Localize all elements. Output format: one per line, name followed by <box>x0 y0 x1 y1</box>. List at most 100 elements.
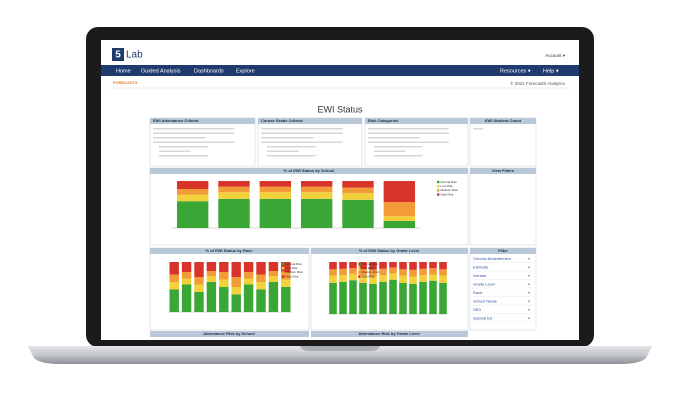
bar-segment <box>379 281 387 314</box>
nav-item[interactable]: Explore <box>236 68 255 74</box>
bar-segment <box>176 201 209 228</box>
bar-segment <box>281 287 291 312</box>
text-line <box>267 146 316 148</box>
legend-swatch <box>282 275 285 278</box>
panel-header <box>258 118 362 124</box>
panel-header <box>470 118 536 124</box>
chart-title: % of EWI Status by Race <box>206 248 254 253</box>
legend-swatch <box>282 267 285 270</box>
bar-segment <box>399 262 407 270</box>
legend-swatch <box>358 271 361 274</box>
bar-segment <box>369 283 377 314</box>
dropdown-caret <box>528 266 530 269</box>
dropdown-caret <box>528 275 530 277</box>
filter-item[interactable]: Ethnicity <box>473 265 488 270</box>
bar-segment <box>300 186 333 193</box>
bar-segment <box>256 274 266 282</box>
text-line <box>374 150 406 152</box>
page-title: EWI Status <box>317 104 363 114</box>
nav-item[interactable]: Resources ▾ <box>500 68 531 74</box>
bar-segment <box>169 282 179 290</box>
bar-segment <box>243 284 254 312</box>
bar-segment <box>219 279 229 287</box>
bar-segment <box>231 277 241 287</box>
text-line <box>267 155 316 157</box>
bar-segment <box>218 198 250 228</box>
dropdown-caret <box>528 258 530 260</box>
bar-segment <box>383 220 416 228</box>
nav-item[interactable]: Home <box>116 68 131 74</box>
text-line <box>267 150 299 152</box>
legend-swatch <box>282 271 285 274</box>
bar-segment <box>300 198 333 228</box>
filter-item[interactable]: SED <box>473 307 481 312</box>
bar-segment <box>389 273 397 280</box>
panel <box>469 167 537 246</box>
bar-segment <box>359 262 367 270</box>
text-line <box>368 141 449 143</box>
bar-segment <box>268 276 279 282</box>
bar-segment <box>169 274 179 282</box>
text-line <box>159 155 208 157</box>
bar-segment <box>409 269 417 277</box>
filter-item[interactable]: Chronic Absenteeism <box>473 256 511 261</box>
dropdown-caret <box>528 317 530 320</box>
text-line <box>368 128 449 130</box>
bar-segment <box>399 269 407 276</box>
bar-segment <box>439 275 447 283</box>
text-line <box>153 141 235 143</box>
filter-item[interactable]: Gender <box>473 273 487 278</box>
bar-segment <box>383 216 416 221</box>
bar-segment <box>419 262 427 269</box>
bar-segment <box>259 198 292 228</box>
bar-segment <box>383 202 416 217</box>
bar-segment <box>349 280 357 314</box>
filter-item[interactable]: Grade Level <box>473 282 495 287</box>
panel-title: View Filters <box>492 168 515 173</box>
legend-label: Normal Risk <box>441 180 458 184</box>
legend-label: Medium Risk <box>441 188 459 192</box>
filter-item[interactable]: Special Ed <box>473 316 492 321</box>
text-line <box>159 150 191 152</box>
bar-segment <box>342 193 374 200</box>
bar-segment <box>429 262 437 269</box>
bar-segment <box>359 282 367 314</box>
bar-segment <box>329 262 337 270</box>
text-line <box>473 128 484 130</box>
account-menu[interactable]: Account ▾ <box>545 53 566 58</box>
bar-segment <box>383 181 416 203</box>
bar-segment <box>389 262 397 268</box>
bar-segment <box>339 281 347 314</box>
bar-segment <box>409 283 417 314</box>
panel-header <box>470 168 536 174</box>
bar-segment <box>399 275 407 283</box>
panel-header <box>150 118 255 124</box>
nav-item[interactable]: Help ▾ <box>543 68 559 74</box>
bar-segment <box>379 268 387 275</box>
bar-segment <box>439 269 447 276</box>
bar-segment <box>206 262 217 271</box>
nav-item[interactable]: Guided Analysis <box>141 68 181 74</box>
bar-segment <box>256 282 266 290</box>
legend-swatch <box>437 180 440 184</box>
bar-segment <box>194 262 204 277</box>
legend-label: Low Risk <box>441 184 454 188</box>
bar-segment <box>342 187 374 194</box>
bar-segment <box>339 262 347 269</box>
filter-item[interactable]: School Name <box>473 299 498 304</box>
bar-segment <box>176 194 209 202</box>
filter-item[interactable]: Race <box>473 290 483 295</box>
bar-segment <box>206 276 217 282</box>
bar-segment <box>369 262 377 270</box>
bar-segment <box>259 186 292 193</box>
bar-segment <box>329 275 337 283</box>
nav-item[interactable]: Dashboards <box>194 68 224 74</box>
panel-title: Course Grade Criteria <box>261 118 303 123</box>
bar-segment <box>268 271 279 276</box>
bar-segment <box>231 294 241 312</box>
bar-segment <box>419 268 427 275</box>
bar-segment <box>256 289 266 312</box>
legend-label: High Risk <box>362 274 375 278</box>
info-panels: EWI Attendance Criteria Course Grade Cri… <box>149 117 537 246</box>
